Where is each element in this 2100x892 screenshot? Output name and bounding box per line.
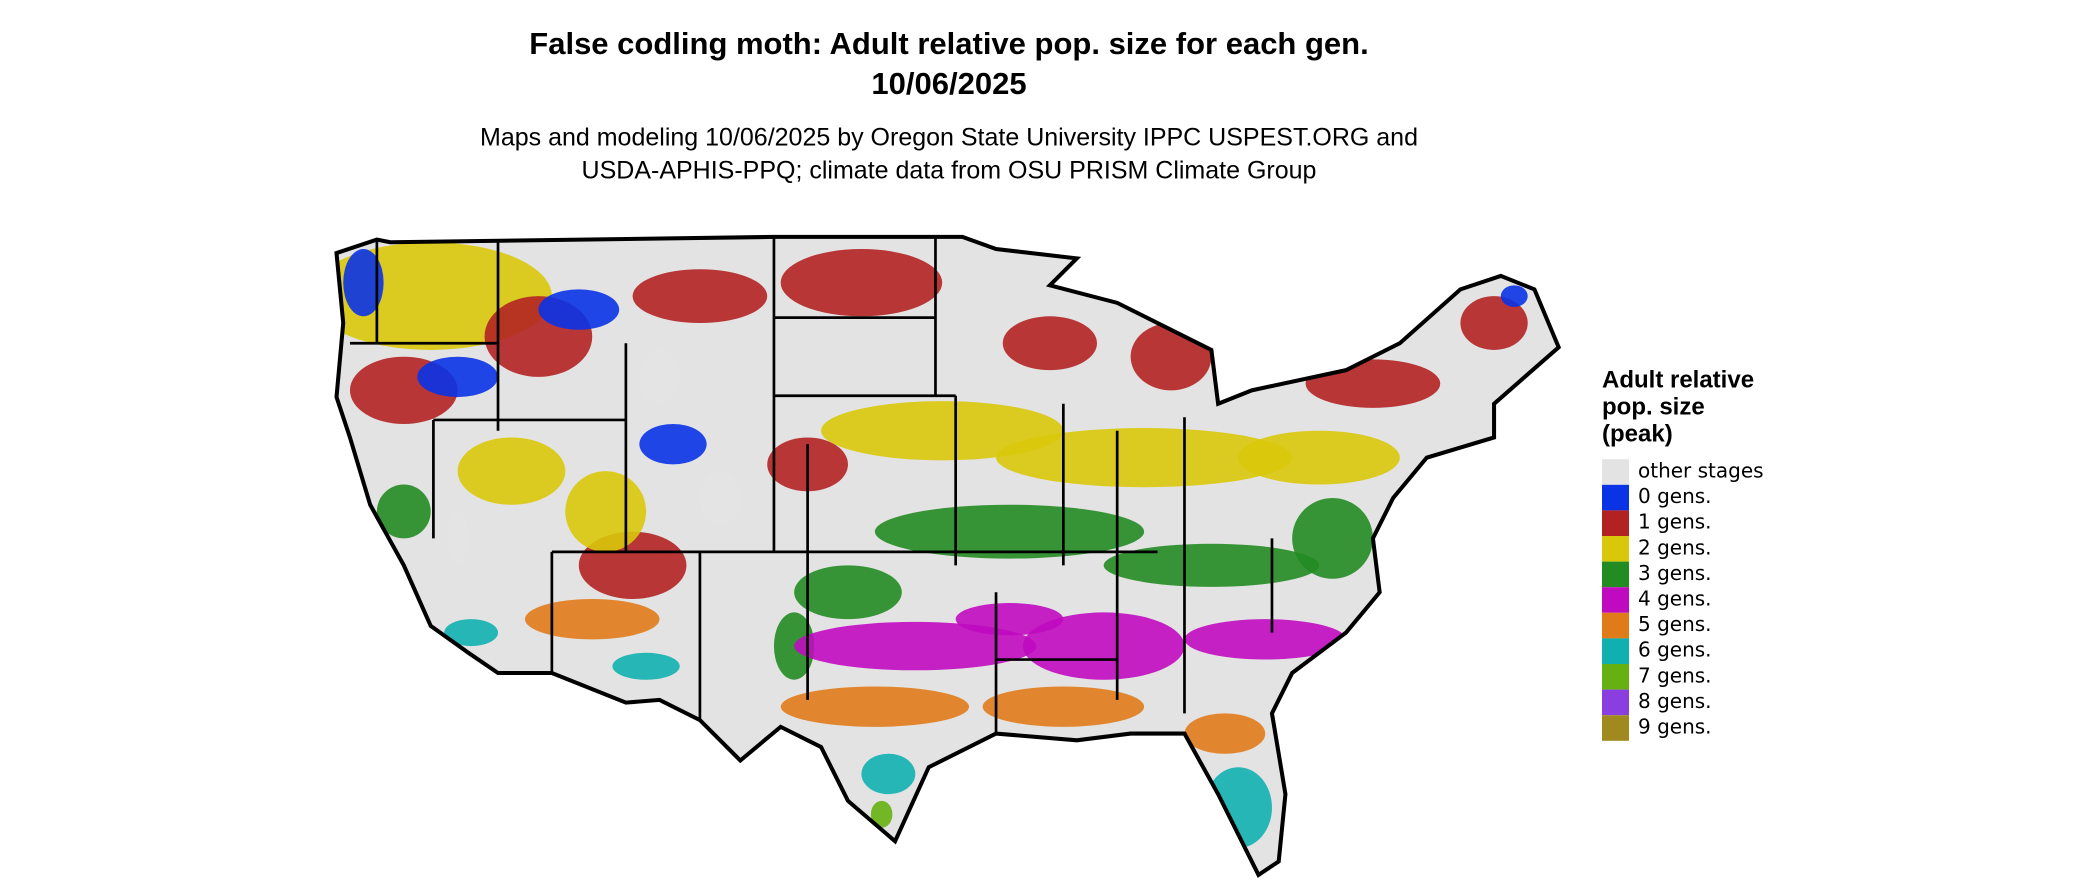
- region: [417, 356, 499, 398]
- region: [639, 423, 707, 465]
- legend-label: 5 gens.: [1638, 612, 1712, 636]
- legend-label: 1 gens.: [1638, 510, 1712, 534]
- legend-title: (peak): [1602, 420, 1673, 447]
- region: [1184, 619, 1346, 660]
- subtitle: USDA-APHIS-PPQ; climate data from OSU PR…: [582, 157, 1317, 185]
- title: 10/06/2025: [871, 66, 1026, 101]
- region: [955, 603, 1064, 636]
- region: [639, 349, 680, 404]
- legend-label: 0 gens.: [1638, 484, 1712, 508]
- legend-label: 2 gens.: [1638, 535, 1712, 559]
- legend-swatch: [1602, 638, 1629, 664]
- legend-label: 6 gens.: [1638, 638, 1712, 662]
- legend-swatch: [1602, 561, 1629, 588]
- region: [632, 269, 768, 324]
- region: [612, 652, 680, 680]
- region: [376, 484, 431, 539]
- region: [794, 621, 1037, 671]
- region: [870, 800, 893, 828]
- legend-label: 9 gens.: [1638, 715, 1712, 739]
- region: [1305, 359, 1441, 408]
- legend-swatch: [1602, 612, 1629, 639]
- region: [1130, 323, 1212, 391]
- region: [1500, 285, 1528, 307]
- legend-label: other stages: [1638, 459, 1764, 483]
- region: [1022, 612, 1185, 680]
- region: [1238, 430, 1400, 485]
- region: [446, 511, 469, 566]
- legend-title: pop. size: [1602, 393, 1705, 420]
- legend-swatch: [1602, 664, 1629, 690]
- region: [524, 598, 660, 640]
- legend-title: Adult relative: [1602, 366, 1754, 393]
- region: [996, 428, 1293, 488]
- region: [780, 686, 970, 727]
- legend-swatch: [1602, 689, 1629, 716]
- region: [457, 437, 566, 505]
- region: [343, 249, 384, 317]
- region: [1103, 543, 1320, 587]
- region: [821, 401, 1064, 461]
- region: [780, 249, 943, 317]
- region: [699, 471, 741, 525]
- state-borders: [337, 237, 1559, 875]
- legend-swatch: [1602, 536, 1629, 562]
- map-regions: [336, 242, 1528, 848]
- legend-swatch: [1602, 484, 1629, 511]
- title: False codling moth: Adult relative pop. …: [529, 26, 1368, 61]
- region: [1460, 296, 1528, 350]
- region: [1292, 498, 1373, 579]
- region: [565, 471, 647, 552]
- region: [1002, 316, 1097, 371]
- map: [310, 237, 1559, 875]
- legend-label: 8 gens.: [1638, 689, 1712, 713]
- region: [874, 504, 1145, 559]
- region: [794, 565, 902, 620]
- region: [861, 753, 916, 795]
- legend-label: 3 gens.: [1638, 561, 1712, 585]
- region: [982, 686, 1145, 727]
- legend-swatch: [1602, 587, 1629, 613]
- region: [538, 289, 620, 330]
- legend-label: 7 gens.: [1638, 663, 1712, 687]
- region: [444, 619, 499, 647]
- legend-swatch: [1602, 459, 1629, 485]
- subtitle: Maps and modeling 10/06/2025 by Oregon S…: [480, 124, 1418, 152]
- legend-swatch: [1602, 715, 1629, 741]
- region: [1184, 713, 1266, 754]
- legend-swatch: [1602, 510, 1629, 536]
- legend-label: 4 gens.: [1638, 587, 1712, 611]
